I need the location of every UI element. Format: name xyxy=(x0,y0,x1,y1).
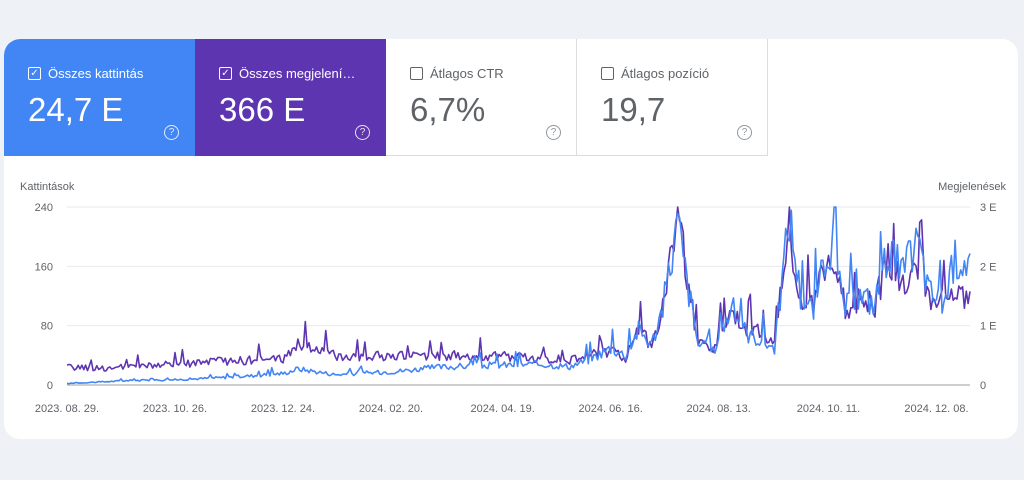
help-icon[interactable]: ? xyxy=(164,125,179,140)
clicks-series-line xyxy=(66,206,971,385)
metric-value: 24,7 E xyxy=(28,91,124,128)
metric-total-clicks[interactable]: ✓ Összes kattintás 24,7 E ? xyxy=(4,39,195,156)
y2-tick-label: 2 E xyxy=(980,261,997,273)
impressions-series-line xyxy=(66,206,971,372)
metric-label: Összes megjelení… xyxy=(239,66,356,81)
metric-average-ctr[interactable]: Átlagos CTR 6,7% ? xyxy=(386,39,577,156)
x-tick-label: 2024. 10. 11. xyxy=(797,403,860,415)
metric-value: 6,7% xyxy=(410,91,486,128)
x-tick-label: 2024. 04. 19. xyxy=(471,403,535,415)
checkbox-unchecked-icon[interactable] xyxy=(601,67,614,80)
y2-tick-label: 1 E xyxy=(980,321,997,333)
x-tick-label: 2023. 12. 24. xyxy=(251,403,315,415)
checkbox-checked-icon[interactable]: ✓ xyxy=(28,67,41,80)
metric-value: 19,7 xyxy=(601,91,666,128)
right-axis-title: Megjelenések xyxy=(938,181,1006,193)
x-tick-label: 2024. 08. 13. xyxy=(687,403,751,415)
metric-total-impressions[interactable]: ✓ Összes megjelení… 366 E ? xyxy=(195,39,386,156)
help-icon[interactable]: ? xyxy=(737,125,752,140)
x-tick-label: 2023. 08. 29. xyxy=(35,403,99,415)
x-tick-label: 2024. 06. 16. xyxy=(579,403,643,415)
metric-label: Átlagos pozíció xyxy=(621,66,710,81)
y-tick-label: 0 xyxy=(47,380,53,392)
metric-value: 366 E xyxy=(219,91,306,128)
left-axis-title: Kattintások xyxy=(20,181,75,193)
x-tick-label: 2024. 02. 20. xyxy=(359,403,423,415)
y-tick-label: 160 xyxy=(35,261,53,273)
help-icon[interactable]: ? xyxy=(546,125,561,140)
help-icon[interactable]: ? xyxy=(355,125,370,140)
checkbox-unchecked-icon[interactable] xyxy=(410,67,423,80)
metric-label: Összes kattintás xyxy=(48,66,144,81)
y-tick-label: 240 xyxy=(35,202,53,214)
y-tick-label: 80 xyxy=(41,321,53,333)
y2-tick-label: 3 E xyxy=(980,202,997,214)
performance-card: ✓ Összes kattintás 24,7 E ? ✓ Összes megje… xyxy=(4,39,1018,439)
metric-tabs: ✓ Összes kattintás 24,7 E ? ✓ Összes megje… xyxy=(4,39,768,156)
metric-label: Átlagos CTR xyxy=(430,66,504,81)
y2-tick-label: 0 xyxy=(980,380,986,392)
x-tick-label: 2023. 10. 26. xyxy=(143,403,207,415)
metric-average-position[interactable]: Átlagos pozíció 19,7 ? xyxy=(577,39,768,156)
x-tick-label: 2024. 12. 08. xyxy=(904,403,968,415)
checkbox-checked-icon[interactable]: ✓ xyxy=(219,67,232,80)
